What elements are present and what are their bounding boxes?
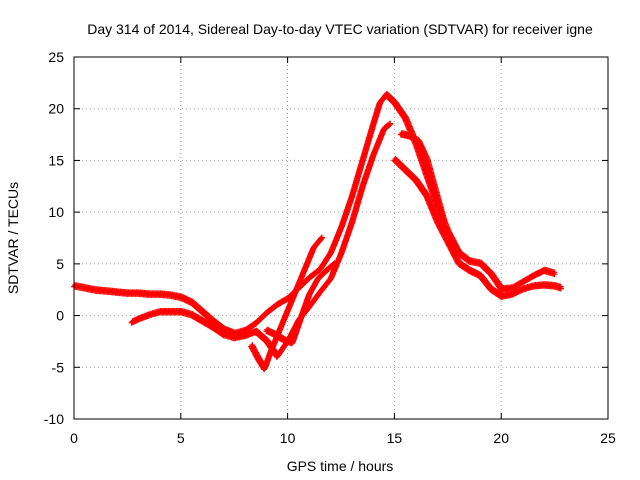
axis-ticks [73,56,609,420]
data-point [440,219,447,226]
data-points [71,90,565,373]
x-tick-label: 20 [493,430,509,446]
chart-title: Day 314 of 2014, Sidereal Day-to-day VTE… [87,21,593,37]
x-axis-label: GPS time / hours [287,458,394,474]
data-point [331,260,338,267]
y-tick-label: 5 [56,256,64,272]
y-tick-label: 20 [48,101,64,117]
plot-frame [73,56,609,420]
y-tick-label: 15 [48,152,64,168]
data-point [387,121,394,128]
x-tick-label: 0 [70,430,78,446]
x-tick-label: 15 [387,430,403,446]
y-tick-label: -5 [52,359,65,375]
y-tick-label: -10 [44,411,64,427]
data-point [441,216,448,223]
y-tick-label: 10 [48,204,64,220]
y-tick-label: 0 [56,308,64,324]
y-tick-label: 25 [48,49,64,65]
data-point [551,271,558,278]
tick-labels: 0 5 10 15 20 25 -10 -5 0 5 10 15 20 25 [44,49,616,446]
x-tick-label: 10 [280,430,296,446]
x-tick-label: 25 [600,430,616,446]
data-point [318,235,325,241]
y-axis-label: SDTVAR / TECUs [5,182,21,294]
grid [74,57,608,419]
data-point [558,285,565,292]
x-tick-label: 5 [177,430,185,446]
